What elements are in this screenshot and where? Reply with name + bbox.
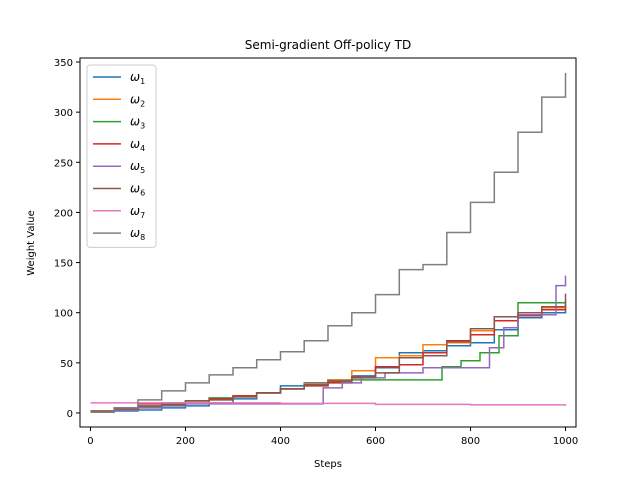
series-line-omega-6	[90, 293, 567, 412]
legend-label-omega-5: ω5	[130, 159, 145, 175]
x-axis-title: Steps	[314, 459, 342, 470]
legend-label-omega-8: ω8	[130, 226, 145, 242]
series-line-omega-8	[90, 73, 567, 413]
legend-label-omega-7: ω7	[130, 204, 145, 220]
chart-title: Semi-gradient Off-policy TD	[245, 38, 411, 52]
y-tick-label: 350	[54, 58, 73, 69]
series-line-omega-7	[90, 402, 567, 406]
y-tick-label: 200	[54, 208, 73, 219]
legend-label-omega-6: ω6	[130, 182, 145, 198]
y-tick-label: 150	[54, 259, 73, 270]
y-tick-label: 0	[67, 409, 73, 420]
y-axis-title: Weight Value	[26, 210, 37, 275]
legend-label-omega-3: ω3	[130, 115, 145, 131]
x-tick-label: 800	[461, 436, 480, 447]
y-tick-label: 50	[60, 359, 73, 370]
y-tick-label: 250	[54, 158, 73, 169]
legend: ω1 ω2 ω3 ω4 ω5 ω6 ω7 ω8	[86, 64, 157, 248]
plot-frame	[79, 57, 577, 428]
x-tick-label: 400	[271, 436, 290, 447]
plot-area	[90, 73, 567, 413]
x-tick-label: 1000	[553, 436, 578, 447]
y-tick-label: 100	[54, 309, 73, 320]
x-axis: 0 200 400 600 800 1000	[87, 427, 578, 447]
legend-label-omega-1: ω1	[130, 70, 145, 86]
legend-label-omega-2: ω2	[130, 92, 145, 108]
legend-label-omega-4: ω4	[130, 137, 145, 153]
y-tick-label: 300	[54, 108, 73, 119]
x-tick-label: 0	[87, 436, 93, 447]
legend-box	[86, 64, 157, 248]
x-tick-label: 600	[366, 436, 385, 447]
y-axis: 0 50 100 150 200 250 300 350	[54, 58, 80, 420]
x-tick-label: 200	[176, 436, 195, 447]
